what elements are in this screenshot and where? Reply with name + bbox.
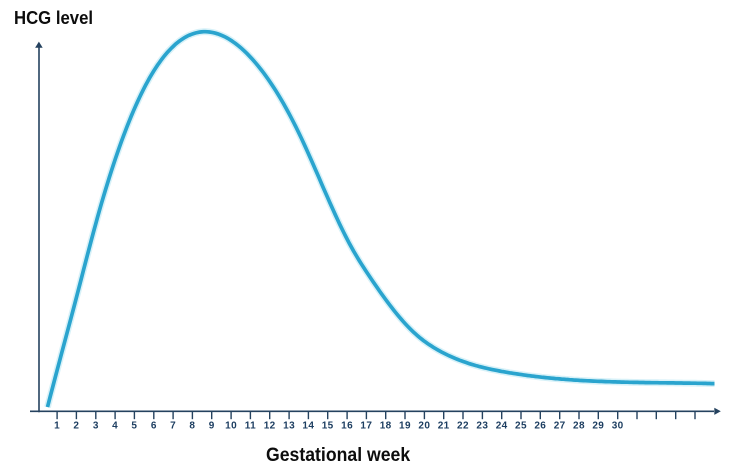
svg-text:12: 12 [264,420,276,431]
svg-text:23: 23 [476,420,488,431]
svg-text:9: 9 [209,420,215,431]
svg-text:2: 2 [73,420,79,431]
svg-text:11: 11 [245,420,256,431]
svg-text:3: 3 [93,420,99,431]
svg-text:5: 5 [131,420,137,431]
svg-text:19: 19 [399,420,411,431]
svg-text:28: 28 [573,420,585,431]
svg-text:22: 22 [457,420,469,431]
svg-text:25: 25 [515,420,527,431]
svg-text:1: 1 [54,420,60,431]
svg-text:16: 16 [341,420,353,431]
svg-text:21: 21 [438,420,450,431]
svg-text:29: 29 [592,420,604,431]
svg-text:17: 17 [360,420,372,431]
svg-text:13: 13 [283,420,295,431]
svg-text:4: 4 [112,420,118,431]
svg-text:10: 10 [225,420,237,431]
svg-text:30: 30 [612,420,624,431]
svg-text:20: 20 [418,420,430,431]
svg-text:15: 15 [322,420,334,431]
svg-text:24: 24 [496,420,508,431]
svg-text:7: 7 [170,420,176,431]
svg-text:6: 6 [151,420,157,431]
svg-text:18: 18 [380,420,392,431]
svg-text:27: 27 [554,420,566,431]
svg-text:14: 14 [302,420,314,431]
svg-text:8: 8 [189,420,195,431]
svg-text:26: 26 [534,420,546,431]
